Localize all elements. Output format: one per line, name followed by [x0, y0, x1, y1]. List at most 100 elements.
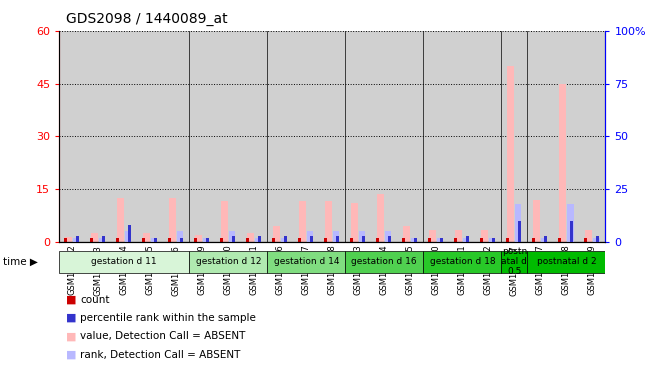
- Text: time ▶: time ▶: [3, 257, 38, 267]
- Bar: [102, 236, 105, 242]
- Bar: [377, 194, 384, 242]
- Bar: [154, 238, 157, 242]
- Text: count: count: [80, 295, 110, 305]
- Bar: [402, 238, 405, 242]
- Bar: [362, 236, 365, 242]
- Text: ■: ■: [66, 295, 76, 305]
- Bar: [507, 66, 514, 242]
- Text: value, Detection Call = ABSENT: value, Detection Call = ABSENT: [80, 331, 245, 341]
- Bar: [90, 238, 93, 242]
- FancyBboxPatch shape: [501, 251, 527, 273]
- FancyBboxPatch shape: [345, 251, 423, 273]
- Bar: [585, 230, 592, 242]
- FancyBboxPatch shape: [190, 251, 267, 273]
- Bar: [567, 204, 574, 242]
- Bar: [467, 236, 468, 242]
- Bar: [336, 236, 339, 242]
- Bar: [272, 238, 275, 242]
- Bar: [350, 238, 353, 242]
- Bar: [437, 238, 443, 242]
- Bar: [455, 230, 462, 242]
- Bar: [429, 230, 436, 242]
- Bar: [258, 236, 261, 242]
- Bar: [519, 221, 521, 242]
- Bar: [99, 238, 105, 242]
- Text: gestation d 12: gestation d 12: [195, 257, 261, 266]
- Bar: [359, 231, 365, 242]
- Bar: [492, 238, 495, 242]
- Bar: [596, 236, 599, 242]
- Bar: [403, 226, 410, 242]
- Bar: [168, 238, 171, 242]
- Text: gestation d 11: gestation d 11: [91, 257, 157, 266]
- Bar: [284, 236, 287, 242]
- Bar: [64, 238, 66, 242]
- Text: rank, Detection Call = ABSENT: rank, Detection Call = ABSENT: [80, 350, 241, 360]
- Bar: [385, 231, 392, 242]
- Bar: [532, 238, 535, 242]
- Bar: [298, 238, 301, 242]
- Text: postnatal d 2: postnatal d 2: [536, 257, 596, 266]
- Bar: [506, 238, 509, 242]
- Bar: [351, 203, 358, 242]
- Bar: [116, 238, 119, 242]
- Bar: [584, 238, 587, 242]
- Bar: [247, 233, 253, 242]
- Bar: [558, 238, 561, 242]
- Bar: [221, 202, 228, 242]
- Bar: [489, 238, 495, 242]
- Bar: [128, 225, 131, 242]
- Text: percentile rank within the sample: percentile rank within the sample: [80, 313, 256, 323]
- Bar: [91, 233, 97, 242]
- Text: gestation d 14: gestation d 14: [274, 257, 339, 266]
- Bar: [220, 238, 223, 242]
- Bar: [76, 236, 79, 242]
- Bar: [246, 238, 249, 242]
- Bar: [593, 238, 599, 242]
- Bar: [481, 230, 488, 242]
- Bar: [232, 236, 235, 242]
- Bar: [333, 231, 340, 242]
- Bar: [255, 238, 261, 242]
- Bar: [143, 233, 149, 242]
- Bar: [428, 238, 431, 242]
- Text: ■: ■: [66, 313, 76, 323]
- Bar: [515, 204, 522, 242]
- FancyBboxPatch shape: [423, 251, 501, 273]
- Text: gestation d 18: gestation d 18: [430, 257, 495, 266]
- Text: GDS2098 / 1440089_at: GDS2098 / 1440089_at: [66, 12, 228, 25]
- Text: gestation d 16: gestation d 16: [351, 257, 417, 266]
- FancyBboxPatch shape: [59, 251, 190, 273]
- Bar: [73, 238, 80, 242]
- Bar: [65, 237, 72, 242]
- Bar: [206, 238, 209, 242]
- Bar: [325, 202, 332, 242]
- Text: ■: ■: [66, 350, 76, 360]
- Bar: [307, 231, 313, 242]
- Bar: [117, 198, 124, 242]
- Bar: [281, 238, 288, 242]
- Bar: [463, 238, 469, 242]
- FancyBboxPatch shape: [527, 251, 605, 273]
- Bar: [480, 238, 483, 242]
- Bar: [541, 238, 547, 242]
- Bar: [299, 202, 305, 242]
- FancyBboxPatch shape: [267, 251, 345, 273]
- Bar: [388, 236, 391, 242]
- Bar: [180, 238, 183, 242]
- Bar: [142, 238, 145, 242]
- Bar: [273, 226, 280, 242]
- Bar: [151, 238, 157, 242]
- Bar: [414, 238, 417, 242]
- Bar: [203, 238, 209, 242]
- Bar: [570, 221, 573, 242]
- Bar: [454, 238, 457, 242]
- Bar: [177, 231, 184, 242]
- Bar: [310, 236, 313, 242]
- Text: ■: ■: [66, 331, 76, 341]
- Bar: [411, 238, 417, 242]
- Bar: [559, 84, 566, 242]
- Bar: [376, 238, 379, 242]
- Bar: [229, 231, 236, 242]
- Bar: [533, 200, 540, 242]
